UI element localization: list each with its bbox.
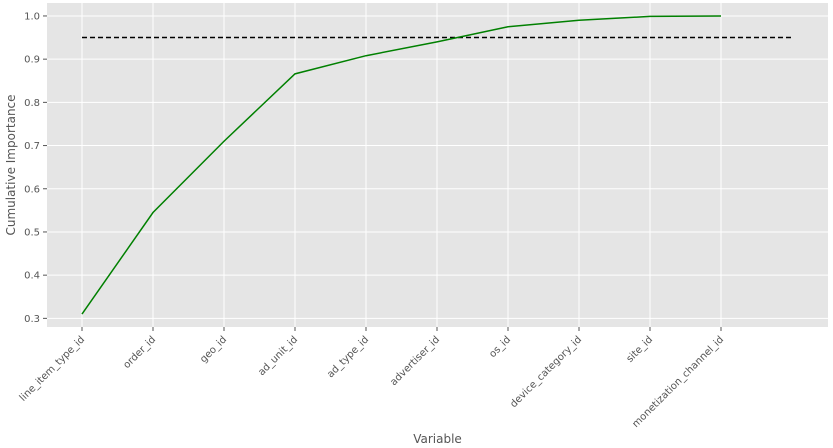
cumulative-importance-line [81,15,722,315]
gridlines [47,3,828,327]
x-tick-label: site_id [625,334,656,365]
y-tick-label: 0.7 [24,141,40,152]
x-tick-label: os_id [487,334,513,360]
y-tick-label: 0.6 [24,184,40,195]
x-axis-title: Variable [413,432,462,446]
y-tick-label: 0.5 [24,227,40,238]
x-tick-label: order_id [121,334,158,371]
y-axis-ticks: 0.3 0.4 0.5 0.6 0.7 0.8 0.9 1.0 [24,11,47,325]
x-tick-label: ad_unit_id [256,334,300,378]
x-tick-label: device_category_id [508,334,584,410]
x-axis-ticks: line_item_type_id order_id geo_id ad_unit_i… [18,327,726,430]
x-tick-label: line_item_type_id [18,334,87,403]
x-tick-label: geo_id [198,334,229,365]
x-tick-label: ad_type_id [325,334,371,380]
y-axis-title: Cumulative Importance [4,94,18,235]
y-tick-label: 0.4 [24,271,40,282]
y-tick-label: 0.9 [24,55,40,66]
y-tick-label: 0.3 [24,314,40,325]
y-tick-label: 1.0 [24,11,40,22]
x-tick-label: advertiser_id [388,334,442,388]
y-tick-label: 0.8 [24,98,40,109]
